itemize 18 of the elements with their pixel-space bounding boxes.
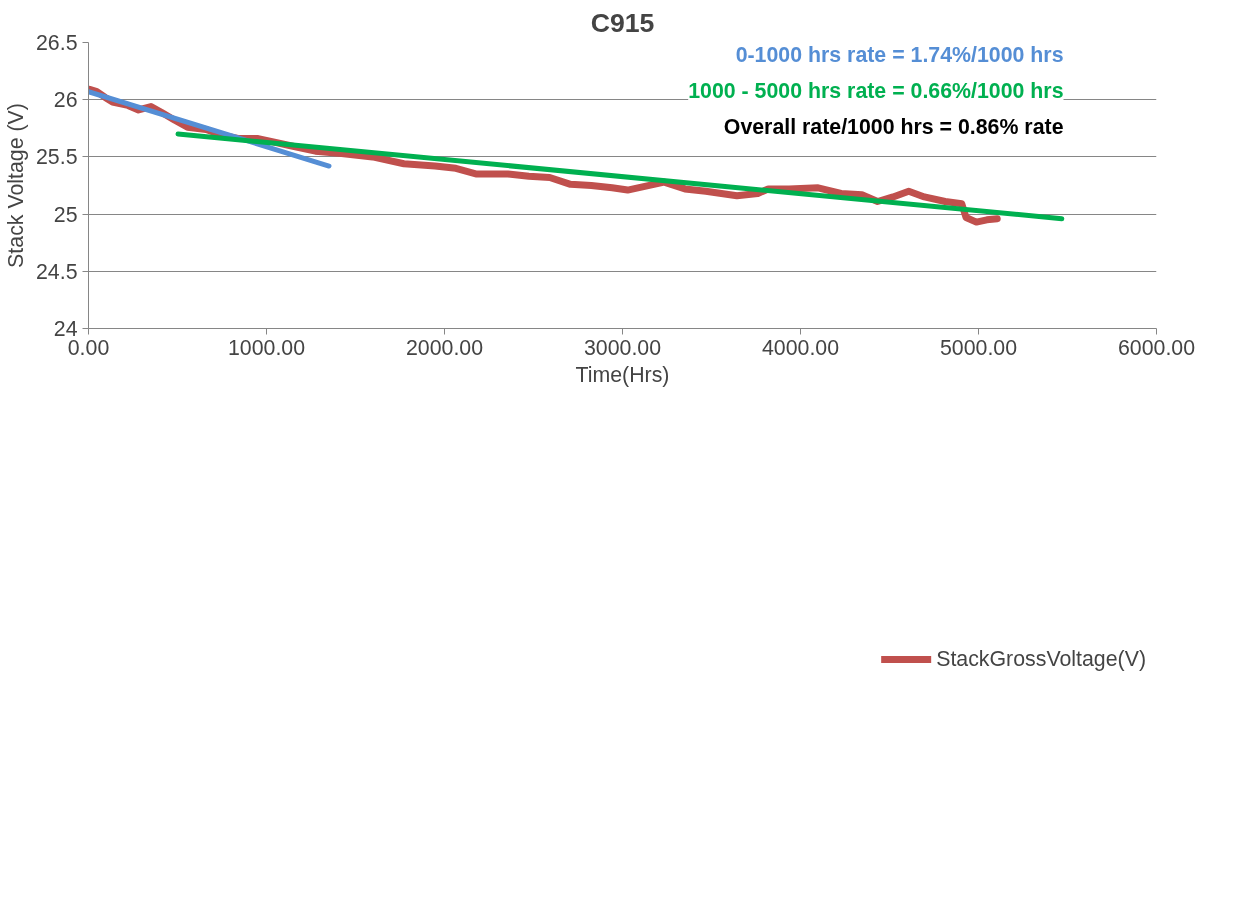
- x-tick-label: 3000.00: [583, 335, 662, 360]
- y-axis-title: Stack Voltage (V): [3, 103, 28, 268]
- y-tick-label: 24.5: [35, 259, 78, 284]
- x-tick-label: 6000.00: [1117, 335, 1196, 360]
- annotation: 0-1000 hrs rate = 1.74%/1000 hrs: [735, 42, 1064, 67]
- annotation: 1000 - 5000 hrs rate = 0.66%/1000 hrs: [688, 78, 1064, 103]
- legend-label: StackGrossVoltage(V): [936, 646, 1146, 672]
- x-axis-title: Time(Hrs): [575, 362, 670, 387]
- chart-title: C915: [590, 7, 655, 38]
- y-tick-label: 26.5: [35, 31, 78, 55]
- x-tick-label: 4000.00: [761, 335, 840, 360]
- annotation: Overall rate/1000 hrs = 0.86% rate: [723, 114, 1064, 139]
- y-tick-label: 25.5: [35, 145, 78, 170]
- y-tick-label: 25: [53, 202, 78, 227]
- x-tick-label: 5000.00: [939, 335, 1018, 360]
- y-tick-label: 26: [53, 88, 78, 113]
- x-tick-label: 2000.00: [405, 335, 484, 360]
- x-tick-label: 1000.00: [227, 335, 306, 360]
